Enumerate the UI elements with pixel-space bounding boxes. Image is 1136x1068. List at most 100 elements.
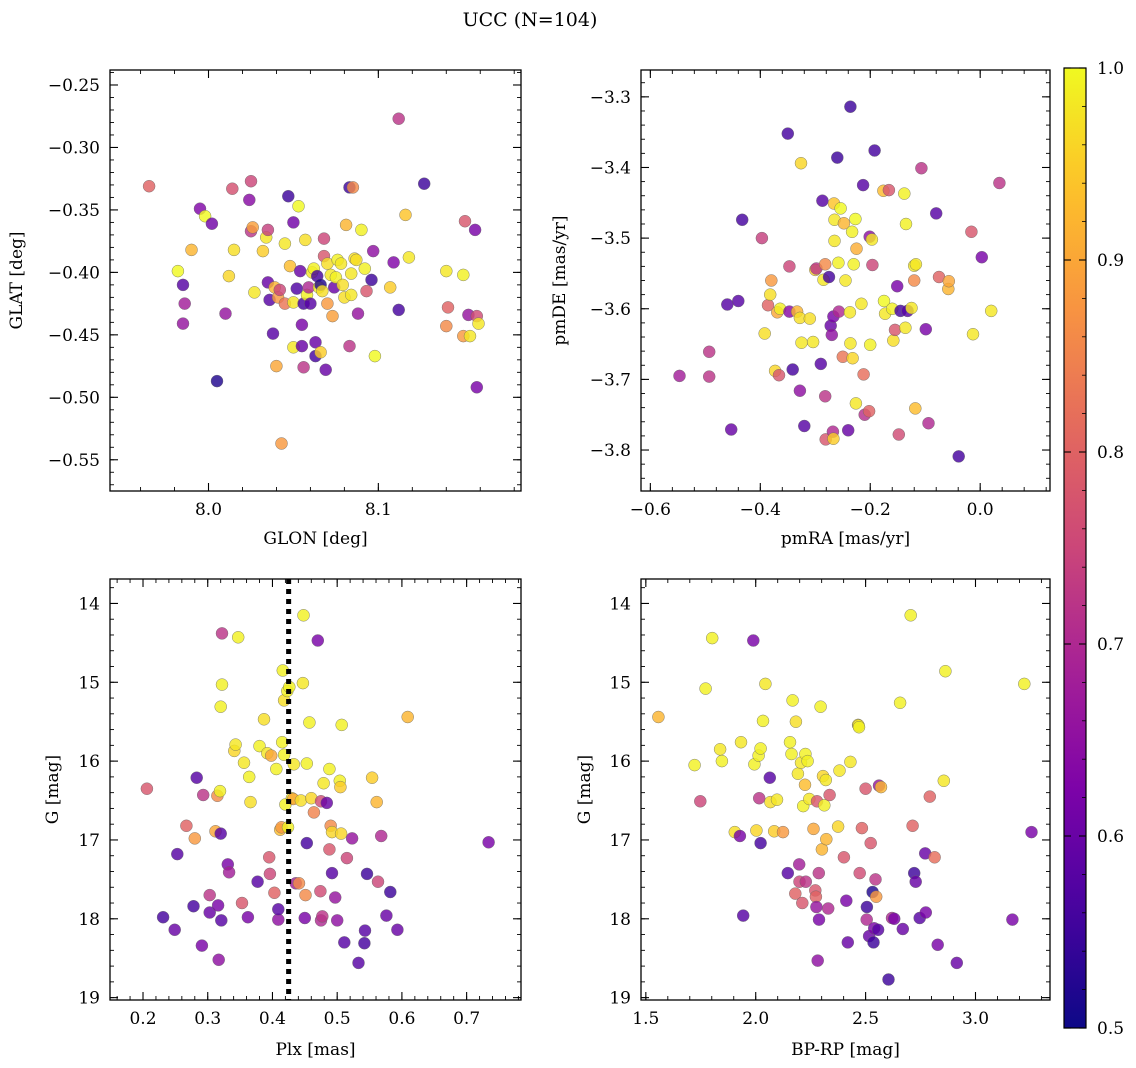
data-point: [176, 317, 190, 330]
x-tick-label: 2.5: [852, 1009, 879, 1029]
data-point: [440, 264, 453, 278]
y-tick-label: 19: [609, 989, 631, 1009]
data-point: [156, 911, 170, 924]
data-point: [937, 774, 950, 787]
data-point: [898, 187, 911, 200]
colorbar-tick-label: 0.5: [1097, 1019, 1124, 1039]
data-point: [794, 156, 808, 170]
data-point: [822, 902, 835, 915]
y-axis-label: G [mag]: [43, 755, 63, 824]
data-point: [892, 428, 905, 441]
y-tick-label: −0.35: [48, 201, 100, 221]
data-point: [909, 875, 922, 888]
data-point: [781, 127, 794, 140]
data-point: [852, 721, 866, 734]
data-point: [812, 913, 826, 926]
x-tick-label: −0.4: [740, 500, 781, 520]
data-point: [939, 665, 952, 678]
data-point: [831, 151, 844, 164]
y-tick-label: −3.8: [590, 441, 631, 461]
y-axis-label: G [mag]: [575, 755, 595, 824]
data-point: [789, 715, 803, 728]
y-tick-label: −0.55: [48, 451, 100, 471]
y-tick-label: 17: [78, 831, 100, 851]
data-point: [806, 335, 820, 349]
data-point: [222, 866, 236, 879]
data-point: [212, 953, 225, 966]
data-point: [772, 369, 786, 382]
axes-frame: [109, 69, 522, 492]
data-point: [834, 202, 847, 215]
data-point: [235, 896, 249, 910]
data-point: [795, 336, 808, 349]
data-point: [370, 795, 383, 809]
data-point: [180, 819, 193, 832]
data-point: [334, 827, 348, 840]
data-point: [213, 784, 227, 798]
y-tick-label: 18: [78, 910, 100, 930]
y-tick-label: −3.7: [590, 370, 631, 390]
data-point: [368, 349, 382, 363]
data-point: [796, 896, 809, 910]
data-point: [215, 914, 228, 927]
data-point: [297, 361, 310, 374]
y-tick-label: −0.45: [48, 326, 100, 346]
data-point: [832, 305, 846, 318]
data-point: [316, 910, 329, 923]
data-point: [906, 819, 919, 832]
data-point: [275, 437, 288, 450]
data-point: [888, 323, 902, 337]
data-point: [825, 328, 838, 342]
data-point: [248, 286, 261, 299]
data-point: [297, 609, 310, 622]
data-point: [733, 829, 747, 843]
data-point: [345, 832, 359, 845]
data-point: [300, 757, 313, 770]
data-point: [317, 777, 330, 790]
data-point: [325, 866, 339, 880]
data-point: [384, 885, 397, 899]
data-point: [783, 736, 797, 749]
figure-title: UCC (N=104): [463, 9, 598, 31]
data-point: [176, 278, 190, 292]
data-point: [231, 631, 245, 644]
data-point: [870, 890, 883, 903]
data-point: [343, 339, 356, 353]
data-point: [758, 327, 771, 340]
data-point: [265, 749, 278, 762]
data-point: [732, 294, 745, 308]
data-point: [314, 346, 327, 359]
data-point: [888, 912, 901, 925]
data-point: [263, 867, 277, 881]
data-point: [975, 251, 988, 264]
data-point: [266, 327, 280, 340]
data-point: [331, 914, 344, 927]
data-point: [365, 273, 378, 287]
y-tick-label: 15: [609, 673, 631, 693]
data-point: [781, 866, 794, 880]
data-point: [345, 267, 358, 280]
x-tick-label: 2.0: [742, 1009, 769, 1029]
data-point: [241, 911, 255, 924]
data-point: [352, 956, 365, 970]
data-point: [847, 258, 860, 271]
y-axis-label: GLAT [deg]: [7, 231, 27, 329]
data-point: [837, 851, 851, 864]
data-point: [457, 268, 470, 282]
points-plx-g: [140, 609, 495, 970]
data-point: [703, 345, 716, 358]
data-point: [860, 900, 874, 914]
data-point: [360, 284, 373, 298]
data-point: [402, 251, 416, 264]
data-point: [243, 193, 256, 207]
data-point: [814, 700, 827, 713]
y-tick-label: 16: [78, 752, 100, 772]
data-point: [399, 208, 412, 222]
x-tick-label: 0.2: [129, 1009, 156, 1029]
y-tick-label: 16: [609, 752, 631, 772]
data-point: [299, 888, 312, 902]
data-point: [856, 178, 870, 192]
data-point: [819, 258, 832, 271]
data-point: [930, 207, 943, 220]
data-point: [966, 328, 980, 341]
